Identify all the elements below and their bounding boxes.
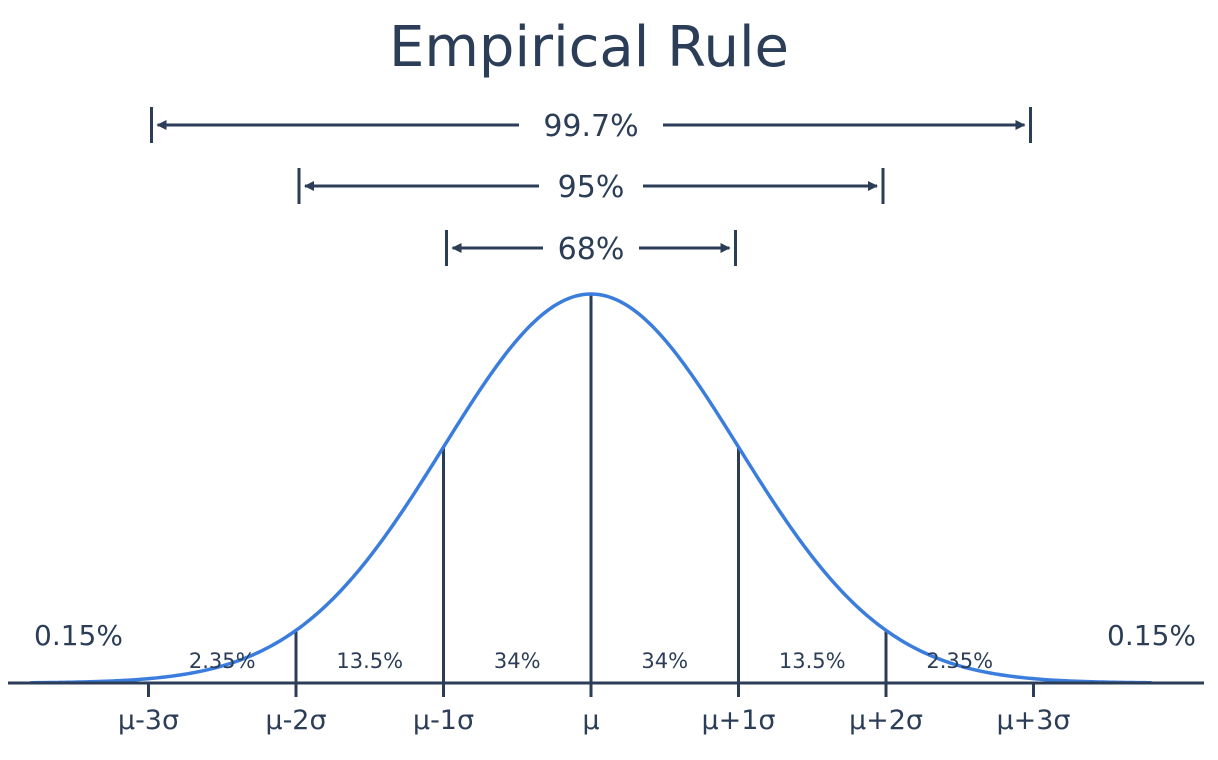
tick-label: μ <box>582 705 599 736</box>
region-label: 13.5% <box>779 649 846 673</box>
range-label: 68% <box>558 232 625 267</box>
tick-label: μ+2σ <box>849 705 923 736</box>
tail-label-left: 0.15% <box>34 619 123 652</box>
tail-label-right: 0.15% <box>1107 619 1196 652</box>
normal-curve <box>30 292 1152 685</box>
x-axis-ticks: μ-3σ μ-2σ μ-1σ μ μ+1σ μ+2σ μ+3σ <box>118 683 1071 736</box>
chart-title: Empirical Rule <box>389 15 789 80</box>
tick-label: μ-1σ <box>413 705 474 736</box>
tick-label: μ+3σ <box>996 705 1070 736</box>
region-label: 34% <box>494 649 541 673</box>
tick-label: μ-2σ <box>265 705 326 736</box>
region-label: 2.35% <box>189 649 256 673</box>
sigma-ranges: 99.7% 95% 68% <box>150 107 1032 267</box>
region-label: 2.35% <box>926 649 993 673</box>
sigma-dividers <box>294 294 888 683</box>
range-label: 95% <box>558 170 625 205</box>
tick-label: μ-3σ <box>118 705 179 736</box>
range-label: 99.7% <box>543 109 638 144</box>
region-label: 34% <box>641 649 688 673</box>
region-label: 13.5% <box>336 649 403 673</box>
tick-label: μ+1σ <box>701 705 775 736</box>
region-labels: 2.35% 13.5% 34% 34% 13.5% 2.35% <box>189 649 993 673</box>
tail-labels: 0.15% 0.15% <box>34 619 1196 652</box>
